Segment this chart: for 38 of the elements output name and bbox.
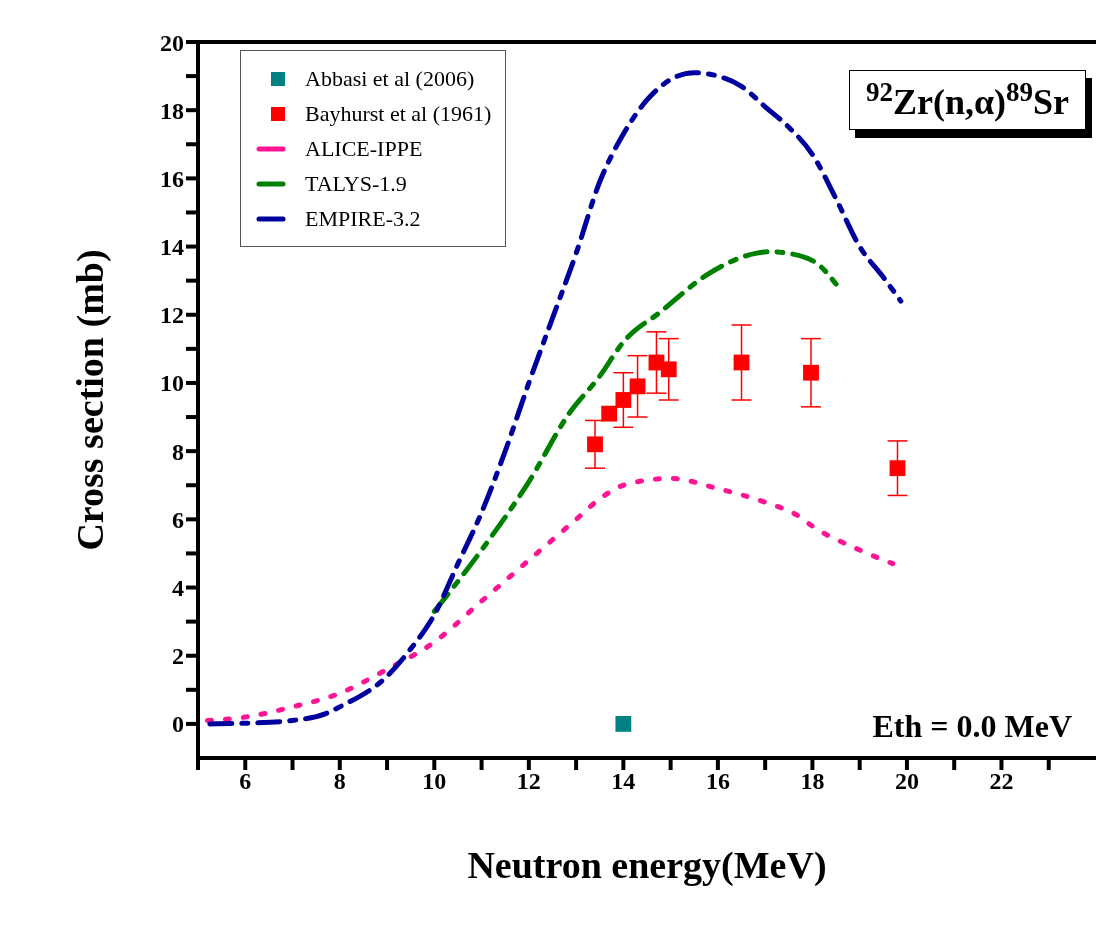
- x-tick-label: 8: [333, 768, 346, 795]
- x-tick-label: 16: [705, 768, 730, 795]
- y-tick-label: 16: [160, 165, 184, 192]
- y-tick-label: 4: [172, 575, 184, 602]
- point: [601, 405, 618, 422]
- point: [733, 354, 750, 371]
- y-tick-label: 10: [160, 370, 184, 397]
- legend-label: TALYS-1.9: [305, 170, 407, 198]
- legend-label: EMPIRE-3.2: [305, 205, 421, 233]
- point: [615, 716, 632, 732]
- x-tick-label: 6: [239, 768, 252, 795]
- y-tick-label: 0: [172, 711, 184, 738]
- x-tick-label: 10: [422, 768, 447, 795]
- point: [615, 392, 632, 408]
- y-tick-label: 2: [172, 643, 184, 670]
- x-tick-label: 20: [894, 768, 919, 795]
- annotation: Eth = 0.0 MeV: [872, 708, 1072, 745]
- text: $^{92}$Zr(n,α)$^{89}$Sr: [865, 77, 1069, 122]
- y-tick-label: 20: [160, 29, 184, 56]
- y-tick-label: 18: [160, 97, 184, 124]
- point: [587, 436, 603, 453]
- point: [660, 361, 677, 378]
- x-axis-title: Neutron energy(MeV): [467, 844, 827, 887]
- y-tick-label: 14: [160, 234, 184, 261]
- point: [889, 460, 906, 477]
- x-tick-label: 14: [611, 768, 636, 795]
- y-tick-label: 12: [160, 302, 184, 329]
- legend-label: Abbasi et al (2006): [305, 65, 475, 93]
- y-axis-title: Cross section (mb): [69, 249, 113, 551]
- point: [803, 364, 819, 381]
- x-tick-label: 22: [989, 768, 1014, 795]
- y-tick-label: 6: [172, 506, 184, 533]
- y-tick-label: 8: [172, 438, 184, 465]
- legend-label: ALICE-IPPE: [305, 135, 423, 163]
- x-tick-label: 12: [516, 768, 541, 795]
- legend-label: Bayhurst et al (1961): [305, 100, 492, 128]
- point: [629, 378, 646, 395]
- x-tick-label: 18: [800, 768, 825, 795]
